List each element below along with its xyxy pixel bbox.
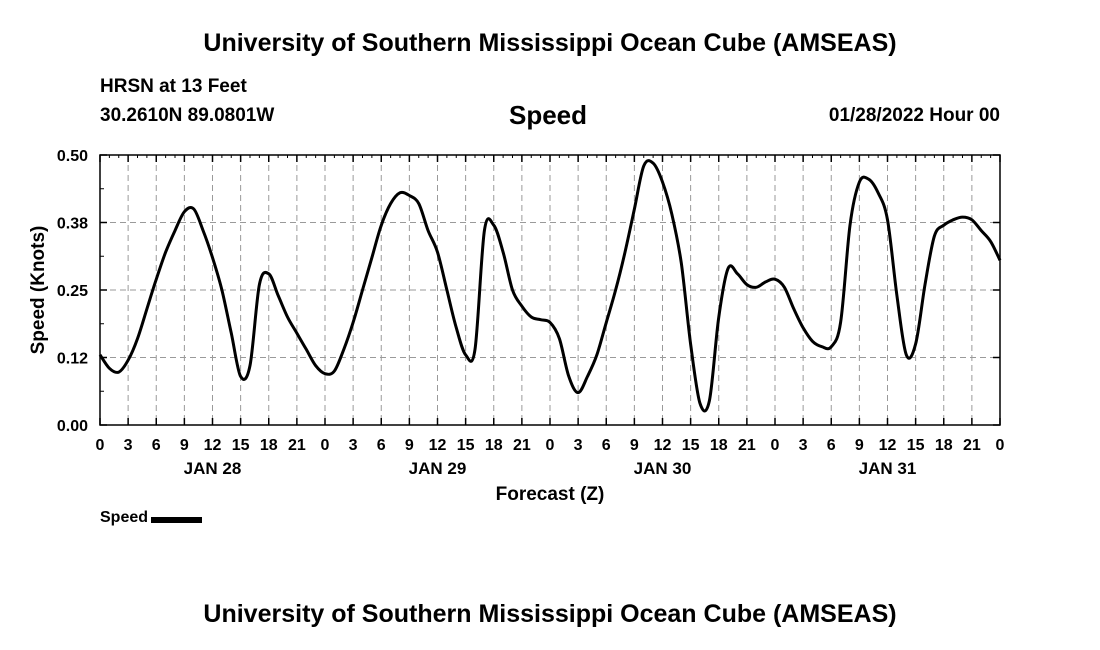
x-tick-label: 9	[405, 437, 414, 454]
x-axis-label: Forecast (Z)	[496, 484, 605, 505]
legend: Speed	[100, 509, 203, 527]
y-axis-label: Speed (Knots)	[28, 226, 49, 355]
x-tick-label: 18	[935, 437, 953, 454]
x-tick-label: 3	[574, 437, 583, 454]
x-tick-label: 18	[710, 437, 728, 454]
x-tick-label: 6	[827, 437, 836, 454]
station-label: HRSN at 13 Feet	[100, 76, 247, 97]
x-tick-label: 3	[124, 437, 133, 454]
legend-swatch	[151, 517, 203, 523]
x-tick-label: 15	[682, 437, 700, 454]
x-tick-label: 21	[288, 437, 306, 454]
y-tick-label: 0.38	[57, 216, 88, 233]
date-label: JAN 28	[184, 459, 242, 478]
chart-title: University of Southern Mississippi Ocean…	[203, 29, 897, 57]
x-tick-label: 15	[232, 437, 250, 454]
x-tick-label: 12	[204, 437, 222, 454]
legend-label: Speed	[100, 509, 149, 526]
x-tick-label: 0	[321, 437, 330, 454]
x-tick-label: 6	[602, 437, 611, 454]
x-tick-label: 9	[630, 437, 639, 454]
y-tick-label: 0.00	[57, 418, 88, 435]
variable-label: Speed	[509, 100, 588, 130]
x-tick-label: 0	[996, 437, 1005, 454]
x-tick-label: 0	[771, 437, 780, 454]
y-tick-label: 0.50	[57, 148, 88, 165]
x-tick-label: 0	[546, 437, 555, 454]
x-tick-label: 21	[738, 437, 756, 454]
station-coords: 30.2610N 89.0801W	[100, 105, 275, 126]
date-label: JAN 31	[859, 459, 917, 478]
issue-time: 01/28/2022 Hour 00	[828, 105, 1000, 126]
date-label: JAN 30	[634, 459, 692, 478]
x-tick-label: 18	[260, 437, 278, 454]
x-tick-label: 3	[349, 437, 358, 454]
x-tick-label: 9	[855, 437, 864, 454]
x-tick-label: 12	[879, 437, 897, 454]
x-tick-label: 21	[963, 437, 981, 454]
x-tick-label: 6	[377, 437, 386, 454]
axis-labels: 0 3 6 9 12 15 18 21 0 3 6 9 12 15 18 21 0 3 6 9 12 15 18 21 0 3 6 9…	[57, 148, 1005, 478]
x-tick-label: 9	[180, 437, 189, 454]
y-tick-label: 0.25	[57, 283, 88, 300]
x-tick-label: 6	[152, 437, 161, 454]
x-tick-label: 3	[799, 437, 808, 454]
x-tick-label: 21	[513, 437, 531, 454]
footer-title: University of Southern Mississippi Ocean…	[203, 600, 897, 628]
x-tick-label: 12	[429, 437, 447, 454]
axis-ticks	[99, 154, 1001, 426]
speed-series-line	[98, 159, 1002, 413]
x-tick-label: 15	[907, 437, 925, 454]
date-label: JAN 29	[409, 459, 467, 478]
x-tick-label: 15	[457, 437, 475, 454]
x-tick-label: 12	[654, 437, 672, 454]
x-tick-label: 18	[485, 437, 503, 454]
grid-lines	[100, 155, 1000, 425]
y-tick-label: 0.12	[57, 351, 88, 368]
x-tick-label: 0	[96, 437, 105, 454]
